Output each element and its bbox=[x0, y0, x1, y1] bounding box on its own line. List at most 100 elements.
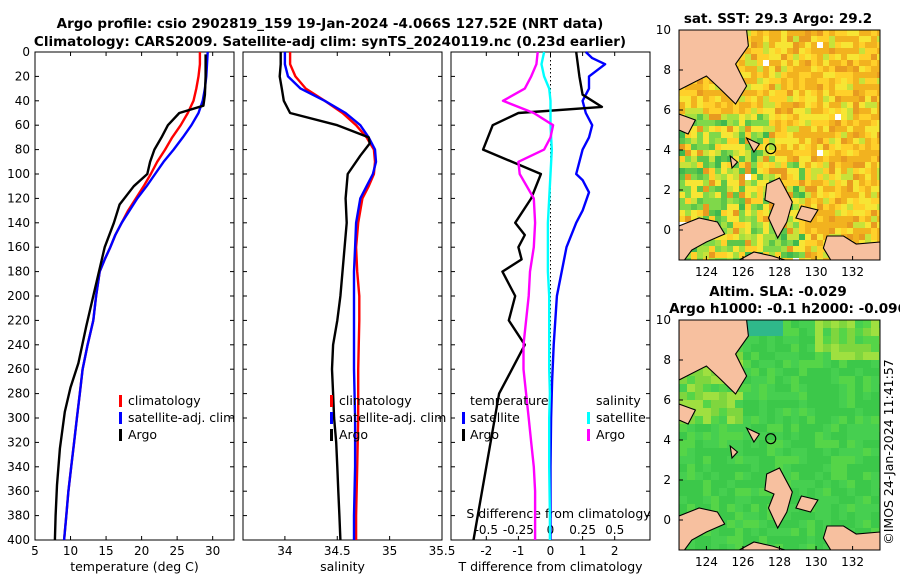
map-cell bbox=[703, 536, 712, 545]
map-cell bbox=[787, 180, 794, 187]
map-cell bbox=[781, 108, 788, 115]
map-cell bbox=[835, 126, 842, 133]
map-cell bbox=[799, 400, 808, 409]
map-cell bbox=[793, 198, 800, 205]
map-cell bbox=[791, 400, 800, 409]
map-cell bbox=[783, 384, 792, 393]
map-cell bbox=[823, 360, 832, 369]
map-cell bbox=[739, 54, 746, 61]
map-cell bbox=[791, 512, 800, 521]
map-cell bbox=[847, 344, 856, 353]
map-cell bbox=[847, 360, 856, 369]
map-cell bbox=[847, 150, 854, 157]
map-cell bbox=[817, 186, 824, 193]
map-cell bbox=[847, 440, 856, 449]
map-cell bbox=[855, 424, 864, 433]
map-cell bbox=[811, 102, 818, 109]
map-cell bbox=[715, 138, 722, 145]
map-cell bbox=[743, 528, 752, 537]
map-cell bbox=[687, 544, 696, 550]
map-cell bbox=[751, 222, 758, 229]
map-cell bbox=[783, 472, 792, 481]
map-cell bbox=[691, 168, 698, 175]
map-cell bbox=[695, 464, 704, 473]
legend-swatch-satellite bbox=[330, 412, 333, 424]
map-cell bbox=[695, 400, 704, 409]
map-cell bbox=[781, 72, 788, 79]
map-cell bbox=[745, 180, 752, 187]
map-cell bbox=[877, 108, 880, 115]
legend-swatch-climatology bbox=[330, 395, 333, 407]
map-cell bbox=[877, 36, 880, 43]
map-cell bbox=[877, 84, 880, 91]
map-cell bbox=[863, 488, 872, 497]
map-cell bbox=[823, 204, 830, 211]
map-cell bbox=[751, 520, 760, 529]
map-cell bbox=[787, 186, 794, 193]
map-cell bbox=[787, 36, 794, 43]
map-x-tick-label: 132 bbox=[841, 555, 864, 569]
map-cell bbox=[679, 432, 688, 441]
map-cell bbox=[791, 416, 800, 425]
map-cell bbox=[823, 352, 832, 361]
map-cell bbox=[703, 192, 710, 199]
map-cell bbox=[781, 36, 788, 43]
map-cell bbox=[807, 544, 816, 550]
map-cell bbox=[841, 66, 848, 73]
map-cell bbox=[767, 432, 776, 441]
map-cell bbox=[715, 144, 722, 151]
map-cell bbox=[859, 120, 866, 127]
map-cell bbox=[735, 440, 744, 449]
map-cell bbox=[859, 162, 866, 169]
map-cell bbox=[763, 204, 770, 211]
map-cell bbox=[715, 108, 722, 115]
map-cell bbox=[751, 168, 758, 175]
figure-title-line1: Argo profile: csio 2902819_159 19-Jan-20… bbox=[57, 16, 604, 32]
map-cell bbox=[865, 84, 872, 91]
map-cell bbox=[823, 78, 830, 85]
map-cell bbox=[847, 174, 854, 181]
map-cell bbox=[727, 472, 736, 481]
map-cell bbox=[817, 222, 824, 229]
map-cell bbox=[727, 408, 736, 417]
map-cell bbox=[721, 192, 728, 199]
map-cell bbox=[775, 408, 784, 417]
map-cell bbox=[835, 198, 842, 205]
map-cell bbox=[721, 96, 728, 103]
map-cell bbox=[807, 328, 816, 337]
map-cell bbox=[787, 114, 794, 121]
map-cell bbox=[791, 408, 800, 417]
map-cell bbox=[823, 480, 832, 489]
map-cell bbox=[751, 528, 760, 537]
map-cell bbox=[767, 376, 776, 385]
land-mass bbox=[729, 444, 739, 460]
map-cell bbox=[727, 162, 734, 169]
map-cell bbox=[799, 138, 806, 145]
map-cell bbox=[697, 198, 704, 205]
map-cell bbox=[757, 120, 764, 127]
map-cell bbox=[733, 222, 740, 229]
map-cell bbox=[745, 102, 752, 109]
map-cell bbox=[697, 204, 704, 211]
map-cell bbox=[791, 384, 800, 393]
map-cell bbox=[719, 512, 728, 521]
map-cell bbox=[799, 30, 806, 37]
map-cell bbox=[679, 496, 688, 505]
map-cell bbox=[769, 162, 776, 169]
map-cell bbox=[859, 150, 866, 157]
map-cell bbox=[769, 228, 776, 235]
x-tick-label: 15 bbox=[98, 544, 113, 558]
map-cell bbox=[763, 234, 770, 241]
map-cell bbox=[863, 464, 872, 473]
map-cell bbox=[727, 246, 734, 253]
map-x-tick-label: 126 bbox=[732, 265, 755, 279]
map-cell bbox=[817, 252, 824, 259]
map-cell bbox=[703, 544, 712, 550]
map-cell bbox=[769, 90, 776, 97]
map-cell bbox=[841, 222, 848, 229]
map-cell bbox=[739, 252, 746, 259]
map-cell bbox=[831, 472, 840, 481]
map-cell bbox=[775, 448, 784, 457]
map-cell bbox=[703, 504, 712, 513]
map-cell bbox=[757, 66, 764, 73]
